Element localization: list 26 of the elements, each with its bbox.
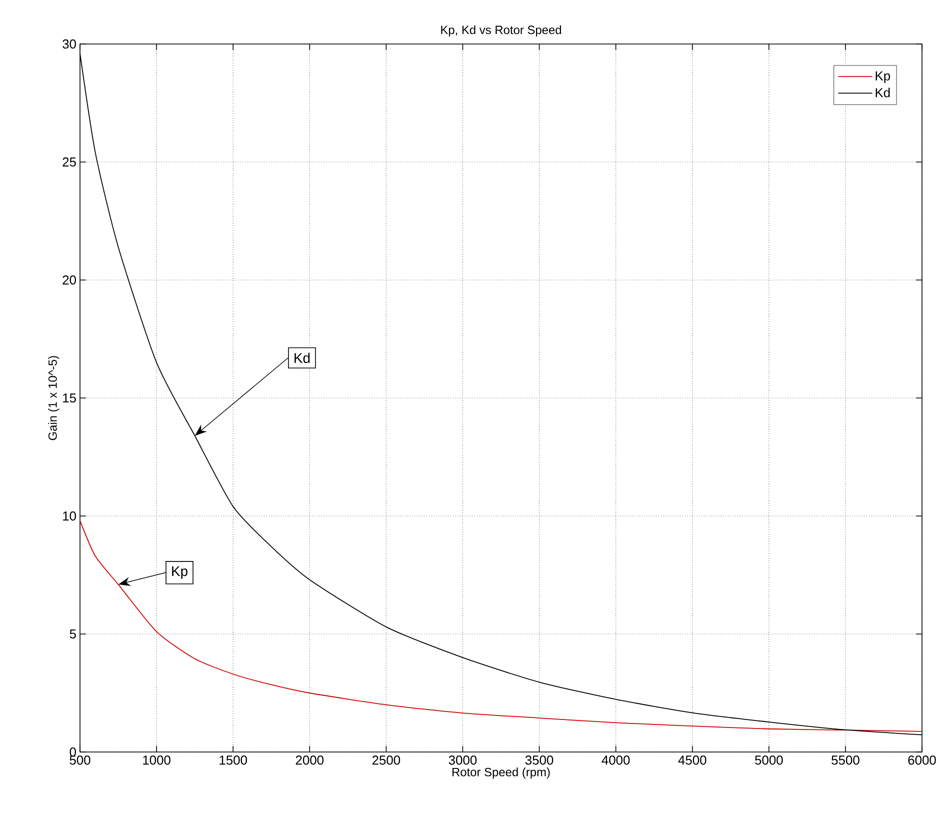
chart-title: Kp, Kd vs Rotor Speed [441,25,562,36]
x-tick-label: 6000 [908,756,936,765]
y-axis-title: Gain (1 x 10^-5) [48,356,60,440]
x-tick-label: 3500 [525,756,554,765]
y-tick-label: 20 [62,275,76,285]
annotation: Kd [294,352,310,364]
legend-label: Kp [876,71,890,84]
legend-label: Kd [876,88,890,98]
annotation: Kp [172,566,188,579]
y-tick-label: 30 [62,39,76,49]
x-tick-label: 5500 [832,756,860,765]
x-tick-label: 1000 [143,756,170,765]
y-tick-label: 15 [63,393,76,403]
x-tick-label: 4000 [602,756,630,765]
x-axis-title: Rotor Speed (rpm) [452,768,550,779]
x-tick-label: 5000 [755,756,783,765]
x-tick-label: 3000 [448,756,477,765]
y-tick-label: 25 [62,157,76,167]
x-tick-label: 2000 [296,756,324,765]
x-tick-label: 2500 [372,756,400,765]
x-tick-label: 1500 [220,756,247,765]
y-tick-label: 10 [63,511,76,521]
line-series [80,520,922,732]
x-tick-label: 500 [70,756,90,765]
x-tick-label: 4500 [678,756,706,765]
y-tick-label: 5 [70,629,76,639]
